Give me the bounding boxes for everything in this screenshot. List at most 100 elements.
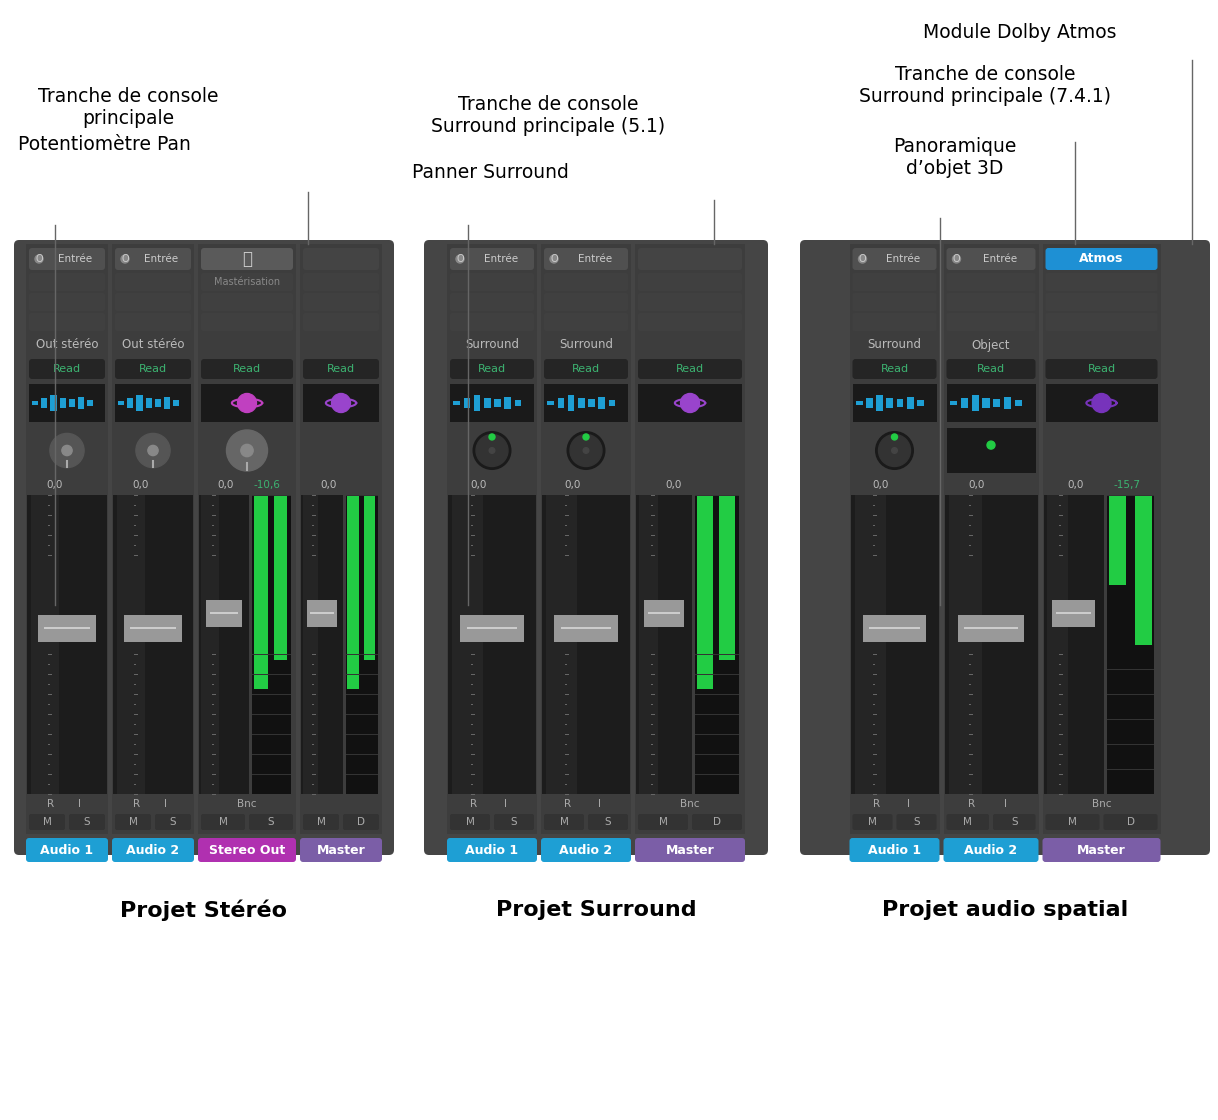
FancyBboxPatch shape: [26, 838, 108, 862]
FancyBboxPatch shape: [638, 293, 742, 311]
Circle shape: [473, 431, 510, 469]
FancyBboxPatch shape: [853, 814, 893, 830]
Circle shape: [331, 393, 351, 412]
Text: 0,0: 0,0: [217, 480, 234, 491]
Text: M: M: [317, 816, 325, 827]
FancyBboxPatch shape: [849, 838, 939, 862]
Bar: [853, 384, 937, 422]
Text: Projet audio spatial: Projet audio spatial: [882, 900, 1128, 920]
Bar: [994, 399, 1000, 407]
Circle shape: [892, 448, 898, 454]
Text: R: R: [470, 799, 477, 809]
Bar: [114, 384, 191, 422]
Bar: [558, 399, 564, 408]
FancyBboxPatch shape: [449, 248, 533, 270]
FancyBboxPatch shape: [635, 838, 745, 862]
Text: Read: Read: [676, 364, 704, 374]
Text: Read: Read: [233, 364, 261, 374]
FancyBboxPatch shape: [114, 248, 191, 270]
Bar: [453, 401, 460, 405]
Bar: [44, 627, 90, 628]
Bar: [201, 384, 294, 422]
FancyBboxPatch shape: [853, 360, 937, 379]
Text: R: R: [873, 799, 881, 809]
Bar: [201, 495, 219, 794]
Circle shape: [121, 255, 129, 263]
Text: Entrée: Entrée: [484, 254, 518, 264]
Bar: [130, 627, 177, 628]
Bar: [1107, 495, 1155, 794]
Text: M: M: [465, 816, 475, 827]
Text: Audio 2: Audio 2: [559, 843, 613, 857]
Bar: [112, 244, 194, 834]
Text: O: O: [121, 254, 129, 264]
Text: Audio 2: Audio 2: [127, 843, 179, 857]
Text: D: D: [1127, 816, 1134, 827]
Text: 0,0: 0,0: [470, 480, 487, 491]
Text: S: S: [914, 816, 920, 827]
FancyBboxPatch shape: [69, 814, 105, 830]
Bar: [560, 627, 611, 628]
FancyBboxPatch shape: [300, 838, 382, 862]
Text: Read: Read: [1088, 364, 1116, 374]
FancyBboxPatch shape: [13, 240, 393, 855]
Bar: [866, 399, 873, 408]
Circle shape: [551, 255, 558, 263]
Text: S: S: [169, 816, 177, 827]
Bar: [199, 244, 296, 834]
FancyBboxPatch shape: [853, 293, 937, 311]
FancyBboxPatch shape: [449, 293, 533, 311]
FancyBboxPatch shape: [343, 814, 379, 830]
Circle shape: [136, 433, 171, 468]
Bar: [876, 395, 883, 411]
FancyBboxPatch shape: [114, 312, 191, 332]
FancyBboxPatch shape: [993, 814, 1035, 830]
Bar: [484, 398, 491, 409]
Bar: [542, 495, 630, 794]
FancyBboxPatch shape: [1104, 814, 1157, 830]
Text: -15,7: -15,7: [1114, 480, 1141, 491]
FancyBboxPatch shape: [946, 814, 989, 830]
Text: Entrée: Entrée: [983, 254, 1017, 264]
Bar: [300, 244, 382, 834]
Bar: [1110, 495, 1125, 585]
Text: O: O: [952, 254, 960, 264]
FancyBboxPatch shape: [201, 248, 294, 270]
Text: -10,6: -10,6: [253, 480, 280, 491]
Text: Projet Surround: Projet Surround: [496, 900, 697, 920]
FancyBboxPatch shape: [1045, 248, 1157, 270]
Bar: [495, 399, 501, 407]
Circle shape: [568, 431, 605, 469]
FancyBboxPatch shape: [853, 273, 937, 291]
FancyBboxPatch shape: [303, 360, 379, 379]
Text: Read: Read: [139, 364, 167, 374]
Bar: [547, 401, 554, 405]
Text: R: R: [48, 799, 54, 809]
Bar: [347, 495, 359, 689]
FancyBboxPatch shape: [114, 293, 191, 311]
Bar: [1135, 495, 1152, 644]
Text: S: S: [84, 816, 90, 827]
Bar: [635, 244, 745, 834]
FancyBboxPatch shape: [449, 273, 533, 291]
Text: Atmos: Atmos: [1079, 252, 1124, 265]
FancyBboxPatch shape: [544, 293, 628, 311]
Text: M: M: [1068, 816, 1077, 827]
Text: Object: Object: [972, 338, 1010, 352]
FancyBboxPatch shape: [544, 248, 628, 270]
Bar: [29, 384, 105, 422]
Bar: [957, 615, 1024, 642]
FancyBboxPatch shape: [201, 312, 294, 332]
FancyBboxPatch shape: [303, 293, 379, 311]
Circle shape: [238, 393, 257, 412]
Bar: [173, 400, 179, 407]
Bar: [136, 395, 143, 411]
FancyBboxPatch shape: [800, 240, 1209, 855]
FancyBboxPatch shape: [201, 293, 294, 311]
Circle shape: [681, 393, 699, 412]
Bar: [1056, 613, 1091, 614]
Bar: [88, 400, 94, 407]
Text: Audio 1: Audio 1: [465, 843, 519, 857]
Text: Audio 2: Audio 2: [965, 843, 1017, 857]
FancyBboxPatch shape: [201, 814, 245, 830]
